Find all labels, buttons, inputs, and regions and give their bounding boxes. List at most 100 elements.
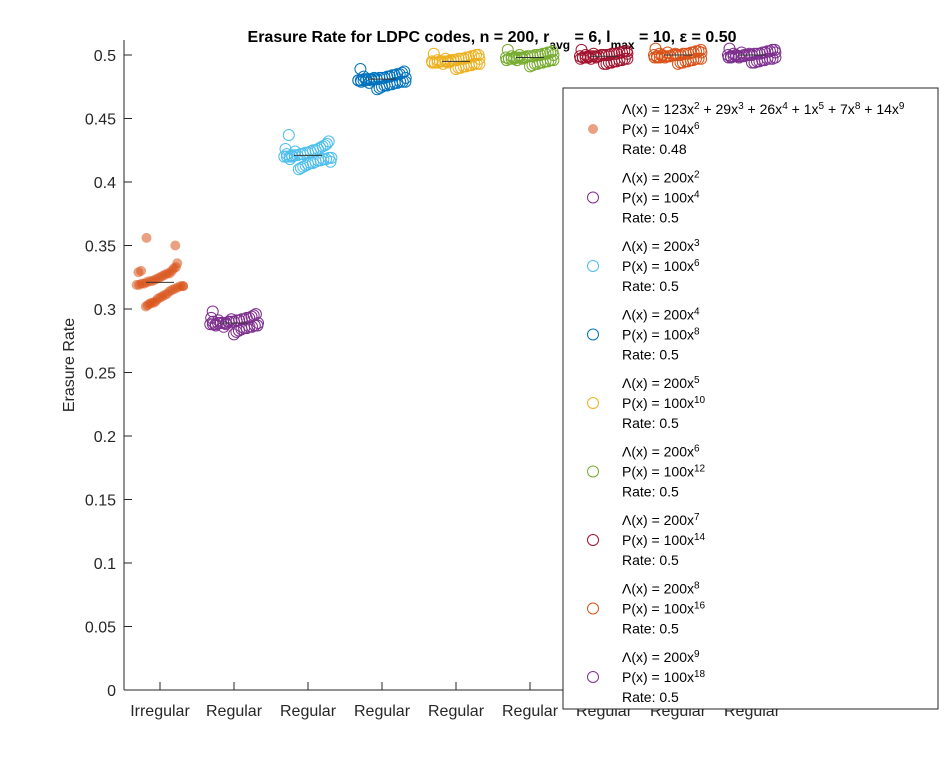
legend-entry-text-part: 4 [782, 101, 788, 112]
data-point [279, 143, 292, 155]
x-tick-label: Regular [428, 703, 485, 720]
legend-entry-text-part: + 29x [700, 101, 739, 117]
legend-entry-text-part: + 1x [788, 101, 819, 117]
legend-entry-text-part: Rate: 0.48 [622, 141, 687, 157]
series-group [722, 42, 782, 69]
data-point [600, 57, 613, 70]
legend-entry-text-part: 4 [694, 306, 700, 317]
data-point [505, 50, 518, 63]
y-tick-label: 0.2 [94, 429, 116, 446]
data-point [282, 129, 295, 141]
data-point [317, 153, 330, 166]
legend-entry-text: Λ(x) = 200x6 [622, 443, 700, 460]
legend-entry-text-part: Λ(x) = 200x [622, 170, 694, 186]
series-group [426, 47, 486, 75]
legend-entry-text: Λ(x) = 200x2 [622, 169, 700, 186]
data-point [365, 74, 378, 87]
legend-marker [587, 465, 599, 478]
data-point [352, 74, 365, 87]
data-point [621, 47, 634, 60]
x-tick-label: Regular [502, 703, 559, 720]
legend-marker [588, 124, 598, 134]
data-point [669, 47, 682, 60]
legend-entry-text-part: P(x) = 100x [622, 669, 694, 685]
data-point [574, 50, 586, 63]
legend-entry-text-part: 6 [694, 121, 700, 132]
legend-entry-text: P(x) = 100x12 [622, 463, 706, 480]
series-group [648, 42, 708, 70]
y-tick-label: 0.45 [85, 112, 116, 129]
data-point [674, 56, 687, 69]
x-tick-label: Regular [280, 703, 337, 720]
data-point [531, 57, 544, 70]
series-group [278, 129, 338, 176]
legend-marker [587, 671, 599, 683]
data-point [286, 150, 299, 163]
data-point [653, 47, 666, 60]
data-point [133, 267, 144, 278]
legend-entry-text-part: P(x) = 100x [622, 464, 694, 480]
data-point [751, 55, 763, 68]
legend-entry-text: Rate: 0.5 [622, 278, 679, 294]
legend-entry-text: Rate: 0.5 [622, 484, 679, 500]
data-point [426, 55, 438, 68]
y-tick-label: 0.3 [94, 302, 116, 319]
y-tick-label: 0.35 [85, 239, 116, 256]
legend-marker [587, 328, 599, 341]
data-point [399, 71, 412, 84]
legend-entry-text: Rate: 0.5 [622, 210, 679, 226]
legend-entry-text-part: 16 [694, 600, 706, 611]
legend-entry-text-part: 4 [694, 189, 700, 200]
data-point [243, 320, 256, 333]
data-point [547, 49, 560, 61]
legend-entry-text-part: Λ(x) = 200x [622, 375, 694, 391]
x-tick-label: Irregular [130, 703, 190, 720]
legend-entry-text-part: 9 [694, 649, 700, 660]
x-tick-label: Regular [354, 703, 411, 720]
legend-entry-text-part: P(x) = 100x [622, 327, 694, 343]
series-group [574, 43, 634, 70]
data-point [278, 150, 291, 163]
data-point [140, 301, 151, 312]
legend-entry-text: Rate: 0.5 [622, 689, 679, 705]
chart-title: Erasure Rate for LDPC codes, n = 200, ra… [248, 29, 737, 52]
legend-entry-text: Λ(x) = 200x5 [622, 375, 700, 392]
data-point [206, 305, 219, 318]
data-point [292, 163, 305, 176]
legend-entry-text: Λ(x) = 200x9 [622, 649, 700, 666]
legend-entry-text-part: 8 [694, 326, 700, 337]
legend-entry-text-part: 2 [694, 169, 700, 180]
legend-entry-text-part: Λ(x) = 200x [622, 238, 694, 254]
legend-entry-text: P(x) = 100x8 [622, 326, 700, 343]
data-point [324, 155, 337, 168]
legend-entry-text: P(x) = 100x10 [622, 395, 706, 412]
legend-entry-text-part: P(x) = 100x [622, 532, 694, 548]
legend-entry-text-part: 9 [899, 101, 905, 112]
legend-entry-text: Λ(x) = 123x2 + 29x3 + 26x4 + 1x5 + 7x8 +… [622, 101, 905, 118]
chart-title-part: = 10, ε = 0.50 [635, 29, 737, 46]
legend-entry-text-part: + 14x [860, 101, 899, 117]
legend-entry-text-part: Rate: 0.5 [622, 621, 679, 637]
legend-entry-text-part: P(x) = 100x [622, 190, 694, 206]
data-point [695, 46, 708, 59]
data-point [748, 56, 761, 69]
data-point [447, 54, 460, 67]
data-point [178, 281, 189, 292]
legend-entry-text: P(x) = 100x14 [622, 532, 706, 549]
legend-entry-text-part: Rate: 0.5 [622, 484, 679, 500]
legend-entry-text-part: 10 [694, 395, 706, 406]
legend-entry-text-part: P(x) = 100x [622, 258, 694, 274]
legend-entry-text-part: 5 [819, 101, 825, 112]
legend-entry-text-part: 8 [694, 580, 700, 591]
legend-entry-text-part: Rate: 0.5 [622, 278, 679, 294]
data-point [526, 59, 539, 72]
legend-entry-text: P(x) = 100x6 [622, 258, 700, 275]
data-point [131, 279, 142, 290]
series-group [352, 63, 412, 96]
y-tick-label: 0.05 [85, 620, 116, 637]
data-point [371, 83, 384, 96]
y-tick-label: 0.1 [94, 556, 116, 573]
y-tick-label: 0.25 [85, 366, 116, 383]
legend-entry-text-part: P(x) = 100x [622, 601, 694, 617]
